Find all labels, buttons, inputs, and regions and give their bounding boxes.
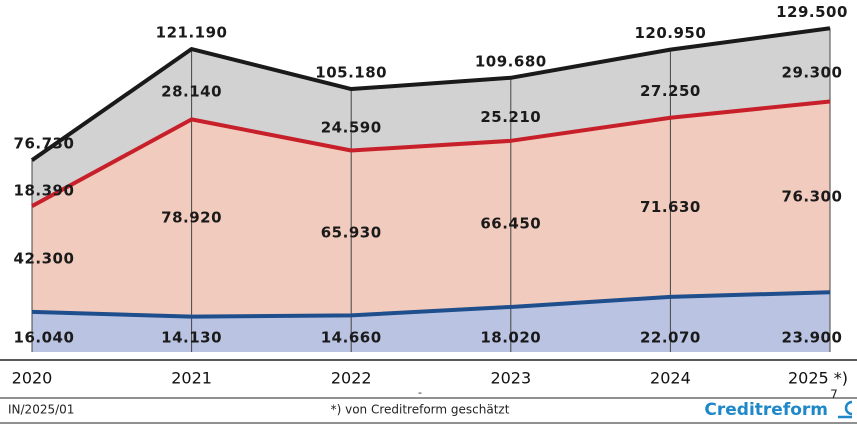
data-label: 65.930 <box>321 223 382 241</box>
brand-logo: Creditreform <box>704 400 828 420</box>
data-label: 29.300 <box>782 63 843 81</box>
total-label: 109.680 <box>475 52 547 70</box>
area <box>32 292 830 352</box>
data-label: 28.140 <box>161 83 222 101</box>
footer-mark: - <box>418 386 422 399</box>
total-label: 105.180 <box>315 64 387 82</box>
x-tick-label: 2023 <box>490 369 531 388</box>
total-label: 121.190 <box>156 24 228 42</box>
page-number: 7 <box>830 388 838 402</box>
footer-left: IN/2025/01 <box>8 403 74 417</box>
x-tick-label: 2020 <box>12 369 53 388</box>
data-label: 76.300 <box>782 187 843 205</box>
series-line <box>30 26 831 162</box>
data-label: 27.250 <box>640 82 701 100</box>
data-label: 16.040 <box>14 329 75 347</box>
data-label: 42.300 <box>14 250 75 268</box>
x-tick-label: 2021 <box>171 369 212 388</box>
brand-icon <box>838 400 853 419</box>
x-tick-label: 2024 <box>650 369 691 388</box>
data-label: 71.630 <box>640 198 701 216</box>
total-label: 129.500 <box>776 3 848 21</box>
data-label: 24.590 <box>321 118 382 136</box>
total-label: 76.730 <box>14 135 75 153</box>
x-tick-label: 2025 *) <box>788 369 848 388</box>
data-label: 14.130 <box>161 329 222 347</box>
x-tick-label: 2022 <box>331 369 372 388</box>
data-label: 14.660 <box>321 329 382 347</box>
footer-note: *) von Creditreform geschätzt <box>331 403 510 417</box>
area <box>32 28 830 207</box>
data-label: 18.020 <box>480 329 541 347</box>
data-label: 23.900 <box>782 329 843 347</box>
series-line <box>31 99 831 208</box>
data-label: 25.210 <box>480 108 541 126</box>
data-label: 78.920 <box>161 209 222 227</box>
data-label: 22.070 <box>640 329 701 347</box>
total-label: 120.950 <box>634 24 706 42</box>
data-label: 66.450 <box>480 214 541 232</box>
series-line <box>31 290 831 319</box>
area <box>32 101 830 317</box>
data-label: 18.390 <box>14 182 75 200</box>
